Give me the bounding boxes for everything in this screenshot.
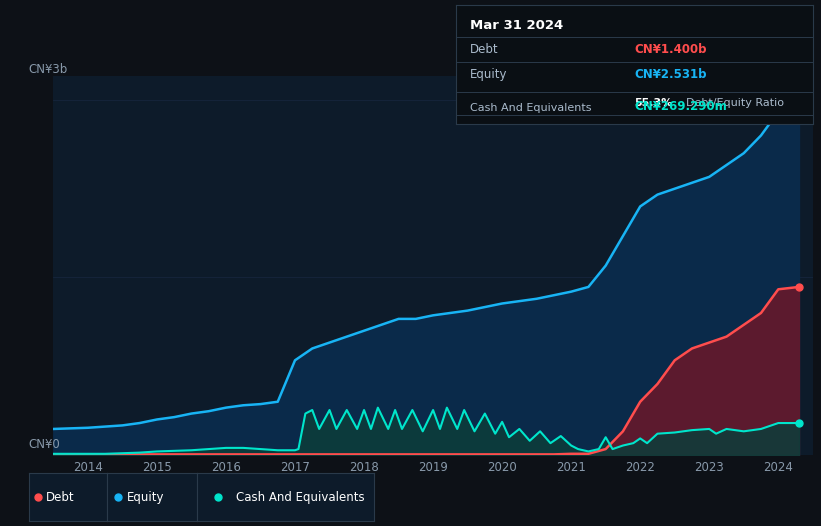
Text: CN¥0: CN¥0 <box>29 438 61 451</box>
Text: CN¥2.531b: CN¥2.531b <box>635 68 707 81</box>
Text: Equity: Equity <box>470 68 507 81</box>
Text: Cash And Equivalents: Cash And Equivalents <box>470 103 591 113</box>
Text: Cash And Equivalents: Cash And Equivalents <box>236 491 365 503</box>
Text: Mar 31 2024: Mar 31 2024 <box>470 19 563 33</box>
Text: Debt: Debt <box>470 43 498 56</box>
Text: CN¥3b: CN¥3b <box>29 63 68 76</box>
Text: Debt/Equity Ratio: Debt/Equity Ratio <box>686 98 784 108</box>
Text: CN¥269.290m: CN¥269.290m <box>635 100 727 113</box>
Text: CN¥1.400b: CN¥1.400b <box>635 43 707 56</box>
Text: 55.3%: 55.3% <box>635 98 672 108</box>
Text: Equity: Equity <box>126 491 164 503</box>
Text: Debt: Debt <box>46 491 75 503</box>
